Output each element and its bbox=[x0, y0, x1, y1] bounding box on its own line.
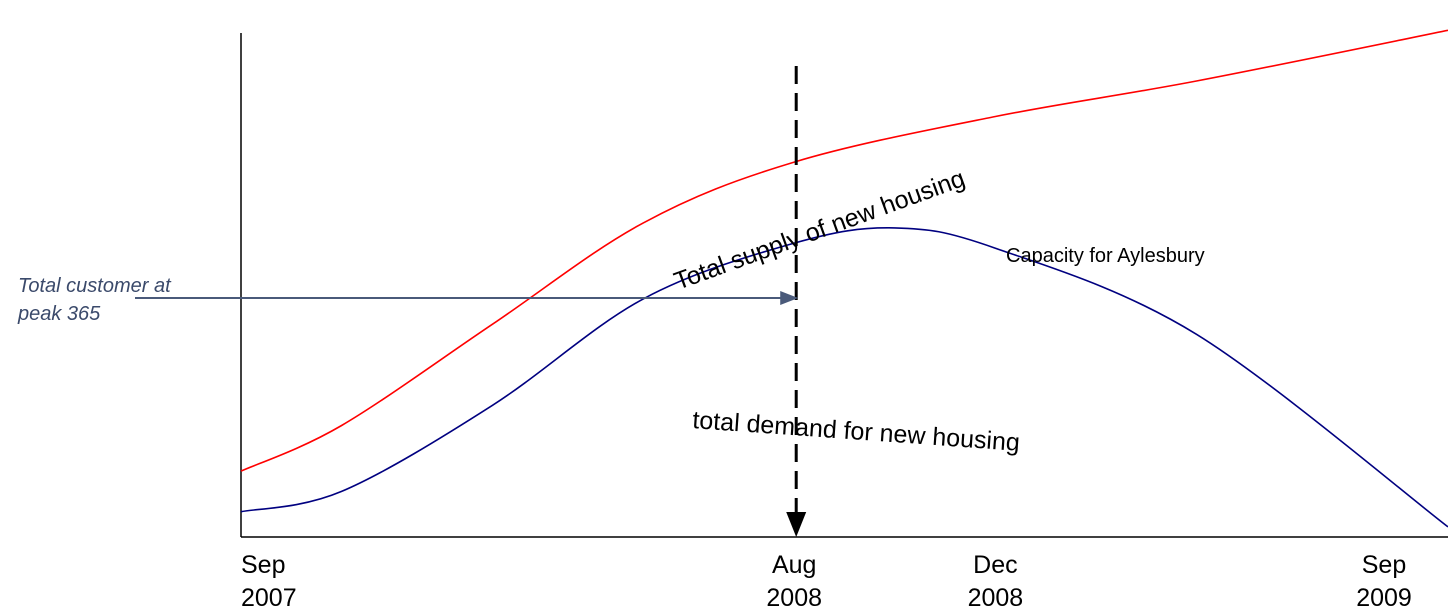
x-tick-label: 2008 bbox=[968, 584, 1024, 612]
capacity-label: Capacity for Aylesbury bbox=[1006, 245, 1205, 267]
demand-series-line bbox=[240, 227, 1448, 528]
peak-note-line-2: peak 365 bbox=[17, 303, 101, 325]
x-tick-label: 2009 bbox=[1356, 584, 1412, 612]
demand-series-label: total demand for new housing bbox=[692, 406, 1021, 457]
supply-series-line bbox=[240, 29, 1448, 472]
peak-arrowhead bbox=[780, 291, 799, 305]
peak-note-line-1: Total customer at bbox=[18, 275, 172, 297]
x-tick-label: Sep bbox=[1362, 551, 1406, 579]
x-tick-label: Aug bbox=[772, 551, 816, 579]
x-tick-label: Dec bbox=[973, 551, 1017, 579]
x-tick-label: Sep bbox=[241, 551, 285, 579]
x-tick-label: 2008 bbox=[766, 584, 822, 612]
x-tick-labels: Sep 2007 Aug 2008 Dec 2008 Sep 2009 bbox=[241, 551, 1412, 612]
marker-arrowhead bbox=[786, 512, 807, 537]
x-tick-label: 2007 bbox=[241, 584, 297, 612]
